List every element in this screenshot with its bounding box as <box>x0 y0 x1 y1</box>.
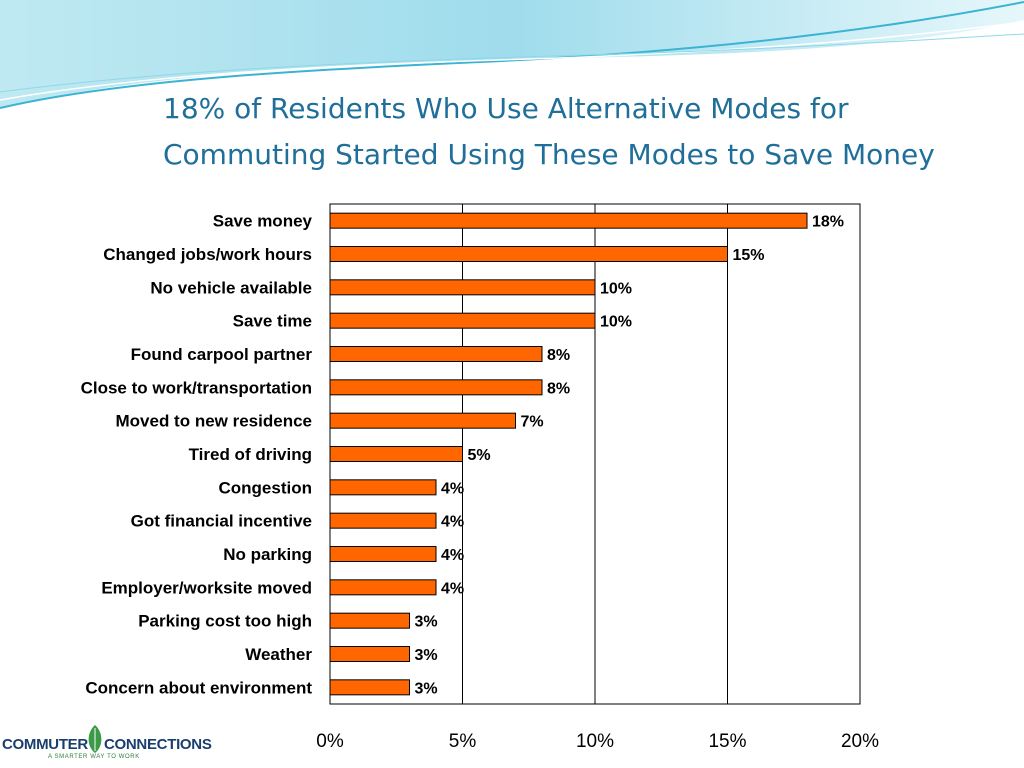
bar <box>329 246 728 262</box>
slide-title-line-1: 18% of Residents Who Use Alternative Mod… <box>163 92 849 125</box>
bar <box>329 212 808 229</box>
data-label: 3% <box>415 647 438 664</box>
bar <box>329 412 516 429</box>
logo-tagline: A SMARTER WAY TO WORK <box>48 754 140 760</box>
category-label: Employer/worksite moved <box>101 578 312 597</box>
bar <box>329 679 410 696</box>
bar <box>329 279 596 296</box>
bar <box>329 612 410 629</box>
category-label: No parking <box>223 545 312 564</box>
data-label: 8% <box>547 380 570 397</box>
category-label: Tired of driving <box>189 445 312 464</box>
category-label: Weather <box>245 645 312 664</box>
category-label: Got financial incentive <box>131 512 312 531</box>
data-label: 10% <box>600 280 632 297</box>
leaf-icon <box>88 725 102 753</box>
bar <box>329 446 463 462</box>
bar <box>329 346 543 362</box>
data-label: 18% <box>812 214 844 231</box>
category-label: Concern about environment <box>85 678 312 697</box>
category-label: Congestion <box>219 478 313 497</box>
x-tick-label: 5% <box>449 731 477 752</box>
slide-title-line-2: Commuting Started Using These Modes to S… <box>163 138 935 171</box>
bar <box>329 646 410 662</box>
bar <box>329 479 437 496</box>
category-label: Save money <box>213 212 313 231</box>
data-label: 15% <box>733 247 765 264</box>
category-label: No vehicle available <box>150 278 312 297</box>
bar <box>329 546 437 562</box>
category-label: Save time <box>233 312 312 331</box>
category-label: Parking cost too high <box>138 612 312 631</box>
category-label: Changed jobs/work hours <box>103 245 312 264</box>
data-label: 3% <box>415 614 438 631</box>
header-wave-decoration <box>0 0 1024 109</box>
category-label: Found carpool partner <box>131 345 313 364</box>
bar <box>329 379 543 396</box>
logo-text-right: CONNECTIONS <box>104 736 212 753</box>
category-label: Moved to new residence <box>116 412 313 431</box>
bar <box>329 512 437 529</box>
logo-text-left: COMMUTER <box>2 736 88 753</box>
x-tick-label: 10% <box>576 731 614 752</box>
data-label: 3% <box>415 680 438 697</box>
data-label: 4% <box>441 514 464 531</box>
x-tick-label: 20% <box>841 731 879 752</box>
bar <box>329 312 596 329</box>
data-label: 7% <box>521 414 544 431</box>
data-label: 8% <box>547 347 570 364</box>
data-label: 4% <box>441 480 464 497</box>
slide-title: 18% of Residents Who Use Alternative Mod… <box>163 86 1003 178</box>
data-label: 4% <box>441 580 464 597</box>
bar <box>329 579 437 596</box>
x-tick-label: 0% <box>316 731 344 752</box>
data-label: 5% <box>468 447 491 464</box>
x-tick-label: 15% <box>708 731 746 752</box>
category-label: Close to work/transportation <box>81 378 312 397</box>
data-label: 10% <box>600 314 632 331</box>
commuter-connections-logo: COMMUTER CONNECTIONS A SMARTER WAY TO WO… <box>0 722 212 766</box>
data-label: 4% <box>441 547 464 564</box>
